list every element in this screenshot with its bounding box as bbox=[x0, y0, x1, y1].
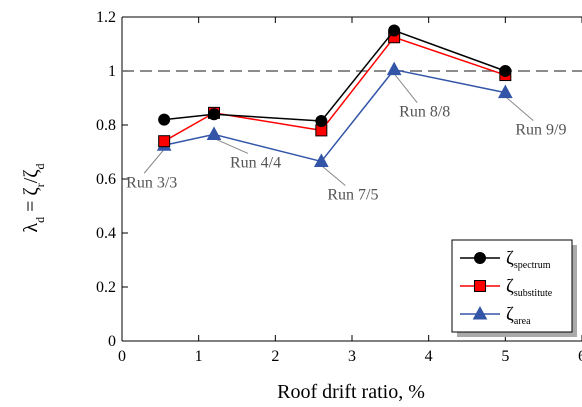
annotation-label: Run 7/5 bbox=[327, 186, 378, 203]
x-tick-label: 6 bbox=[578, 348, 582, 365]
y-tick-label: 0.8 bbox=[96, 117, 116, 134]
y-axis-title-text: λd = ζr/ζd bbox=[20, 163, 47, 232]
legend-marker-area bbox=[472, 305, 488, 320]
data-point-area bbox=[313, 153, 329, 167]
legend-subscript: area bbox=[514, 316, 531, 327]
series-spectrum bbox=[158, 24, 512, 127]
y-tick-label: 1 bbox=[108, 63, 116, 80]
data-point-spectrum bbox=[158, 113, 171, 126]
series-substitute bbox=[158, 31, 512, 148]
legend-marker-substitute bbox=[474, 280, 486, 292]
x-tick-label: 4 bbox=[425, 348, 433, 365]
annotation-arrow bbox=[393, 73, 418, 103]
x-tick-label: 5 bbox=[501, 348, 509, 365]
data-point-spectrum bbox=[499, 65, 512, 77]
annotation-arrow bbox=[505, 96, 534, 121]
y-tick-label: 1.2 bbox=[96, 9, 116, 26]
legend-label-area: ζarea bbox=[506, 304, 531, 327]
annotation-label: Run 3/3 bbox=[126, 174, 177, 191]
data-point-spectrum bbox=[315, 114, 328, 127]
y-axis-title-sub-r: r bbox=[33, 183, 47, 187]
legend-symbol: ζ bbox=[506, 248, 514, 269]
x-tick-label: 2 bbox=[271, 348, 279, 365]
series-layer bbox=[156, 24, 513, 167]
y-tick-label: 0.2 bbox=[96, 279, 116, 296]
y-axis-title-sub-d2: d bbox=[33, 163, 47, 169]
data-point-area bbox=[386, 61, 402, 76]
legend-symbol: ζ bbox=[506, 276, 514, 297]
y-axis-title-slash: /ζ bbox=[20, 169, 42, 183]
legend-subscript: spectrum bbox=[514, 260, 551, 271]
data-point-area bbox=[206, 126, 222, 140]
y-tick-label: 0 bbox=[108, 333, 116, 350]
annotation-arrow bbox=[143, 148, 165, 174]
axes: 0 1 2 3 4 5 6 0 0.2 0.4 0.6 0.8 1 1.2 bbox=[96, 9, 582, 365]
x-axis-title: Roof drift ratio, % bbox=[277, 381, 425, 403]
x-tick-label: 0 bbox=[118, 348, 126, 365]
y-axis-title-lambda: λ bbox=[20, 223, 42, 233]
annotation-arrow bbox=[321, 165, 346, 186]
annotation-label: Run 8/8 bbox=[399, 104, 450, 121]
data-point-substitute bbox=[158, 135, 171, 148]
annotation-label: Run 9/9 bbox=[515, 122, 566, 139]
legend-symbol: ζ bbox=[506, 304, 514, 325]
legend-subscript: substitute bbox=[514, 288, 553, 299]
y-tick-label: 0.6 bbox=[96, 171, 116, 188]
x-tick-label: 3 bbox=[348, 348, 356, 365]
data-point-spectrum bbox=[208, 108, 220, 121]
x-tick-label: 1 bbox=[195, 348, 203, 365]
data-point-area bbox=[497, 84, 513, 99]
y-axis-title-sub-d1: d bbox=[33, 217, 47, 223]
data-point-spectrum bbox=[388, 24, 401, 37]
y-tick-label: 0.4 bbox=[96, 225, 116, 242]
annotation-arrow bbox=[213, 137, 249, 154]
y-axis-title: λd = ζr/ζd bbox=[20, 163, 47, 232]
legend-label-spectrum: ζspectrum bbox=[506, 248, 551, 271]
annotations: Run 3/3 Run 4/4 Run 7/5 Run 8/8 Run 9/9 bbox=[126, 73, 566, 203]
y-axis-title-eq: = ζ bbox=[20, 187, 42, 217]
annotation-label: Run 4/4 bbox=[230, 154, 281, 171]
legend-marker-spectrum bbox=[474, 252, 486, 264]
legend-label-substitute: ζsubstitute bbox=[506, 276, 553, 299]
